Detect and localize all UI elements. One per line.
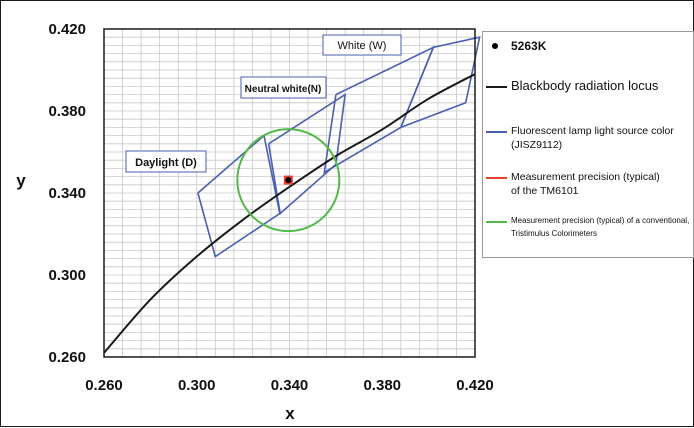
y-tick-label: 0.260: [48, 349, 86, 366]
daylight-label-box: Daylight (D): [125, 150, 207, 173]
legend-dot-icon: [492, 43, 498, 49]
legend-label: Measurement precision (typical) of a con…: [511, 216, 690, 238]
daylight-label: Daylight (D): [135, 157, 197, 169]
legend-item-5263k: 5263K: [483, 36, 693, 58]
legend-item-fluorescent: Fluorescent lamp light source color (JIS…: [483, 124, 693, 158]
x-tick-label: 0.340: [271, 377, 309, 394]
legend-line-icon: [486, 177, 507, 179]
legend-line-icon: [486, 221, 507, 223]
y-axis-label: y: [16, 171, 26, 190]
conventional-precision-circle: [236, 128, 341, 233]
y-tick-label: 0.340: [48, 185, 86, 202]
white-label-box: White (W): [322, 34, 402, 56]
fluorescent-regions: [197, 36, 481, 258]
x-axis-label: x: [285, 404, 295, 423]
fluorescent-region-1: [267, 92, 347, 216]
legend: 5263K Blackbody radiation locus Fluoresc…: [482, 31, 694, 258]
x-tick-label: 0.380: [363, 377, 401, 394]
x-tick-labels: 0.260 0.300 0.340 0.380 0.420: [85, 377, 494, 394]
legend-label: 5263K: [511, 39, 547, 53]
fluorescent-region-3: [399, 36, 481, 129]
legend-item-tm6101: Measurement precision (typical) of the T…: [483, 170, 693, 204]
legend-label: Fluorescent lamp light source color (JIS…: [511, 125, 674, 151]
plot-border: [103, 28, 476, 358]
blackbody-locus-line: [103, 73, 476, 354]
neutral-white-label-box: Neutral white(N): [240, 76, 327, 99]
legend-line-icon: [486, 131, 507, 133]
x-tick-label: 0.420: [456, 377, 494, 394]
y-tick-label: 0.300: [48, 267, 86, 284]
x-tick-label: 0.260: [85, 377, 123, 394]
x-tick-label: 0.300: [178, 377, 216, 394]
legend-item-conventional: Measurement precision (typical) of a con…: [483, 214, 693, 250]
y-tick-label: 0.420: [48, 21, 86, 38]
legend-line-icon: [486, 86, 507, 88]
y-tick-labels: 0.260 0.300 0.340 0.380 0.420: [48, 21, 86, 366]
y-tick-label: 0.380: [48, 103, 86, 120]
legend-label: Blackbody radiation locus: [511, 78, 659, 93]
neutral-white-label: Neutral white(N): [245, 84, 322, 95]
legend-label: Measurement precision (typical) of the T…: [511, 171, 660, 197]
point-5263k: [285, 177, 292, 184]
legend-item-blackbody: Blackbody radiation locus: [483, 76, 693, 98]
white-label: White (W): [338, 40, 387, 52]
